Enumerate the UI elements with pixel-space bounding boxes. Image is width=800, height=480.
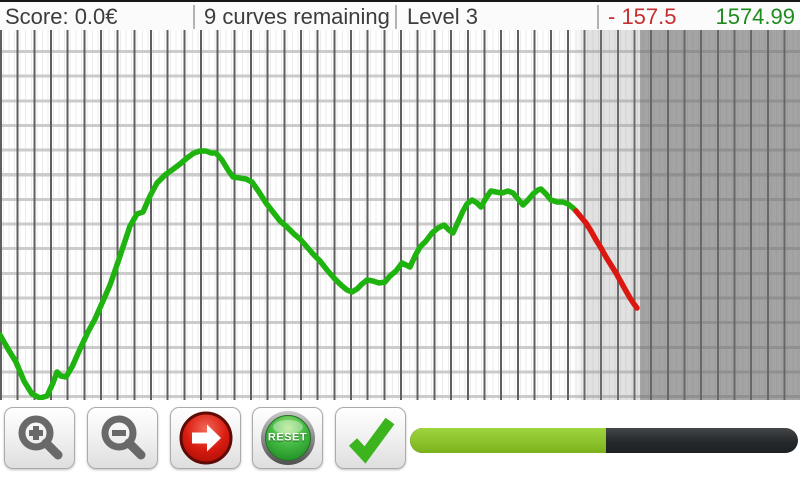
status-bar: Score: 0.0€ 9 curves remaining Level 3 -… bbox=[0, 0, 800, 30]
score-label: Score: 0.0€ bbox=[5, 4, 118, 29]
price-chart[interactable] bbox=[0, 30, 800, 400]
green-check-icon bbox=[348, 417, 394, 464]
green-reset-knob-icon bbox=[260, 411, 315, 465]
progress-bar bbox=[410, 428, 798, 453]
future-zone-near bbox=[573, 30, 640, 400]
price-history-green bbox=[0, 148, 579, 400]
divider bbox=[597, 5, 599, 29]
price-drop-red bbox=[573, 208, 640, 311]
future-zone-far bbox=[640, 30, 800, 400]
progress-bar-fill bbox=[410, 428, 606, 453]
reset-button[interactable]: RESET bbox=[252, 407, 323, 469]
zoom-out-button[interactable] bbox=[87, 407, 158, 469]
magnifier-minus-icon bbox=[101, 415, 145, 460]
level-label: Level 3 bbox=[407, 4, 478, 29]
next-curve-button[interactable] bbox=[170, 407, 241, 469]
red-arrow-right-icon bbox=[179, 411, 232, 465]
divider bbox=[395, 5, 397, 29]
curves-remaining-label: 9 curves remaining bbox=[204, 4, 390, 29]
toolbar: RESET bbox=[0, 400, 800, 480]
loss-value: - 157.5 bbox=[608, 4, 677, 29]
zoom-in-button[interactable] bbox=[4, 407, 75, 469]
magnifier-plus-icon bbox=[18, 415, 62, 460]
confirm-button[interactable] bbox=[335, 407, 406, 469]
price-curve bbox=[0, 148, 640, 400]
gain-value: 1574.99 bbox=[715, 4, 795, 29]
divider bbox=[193, 5, 195, 29]
